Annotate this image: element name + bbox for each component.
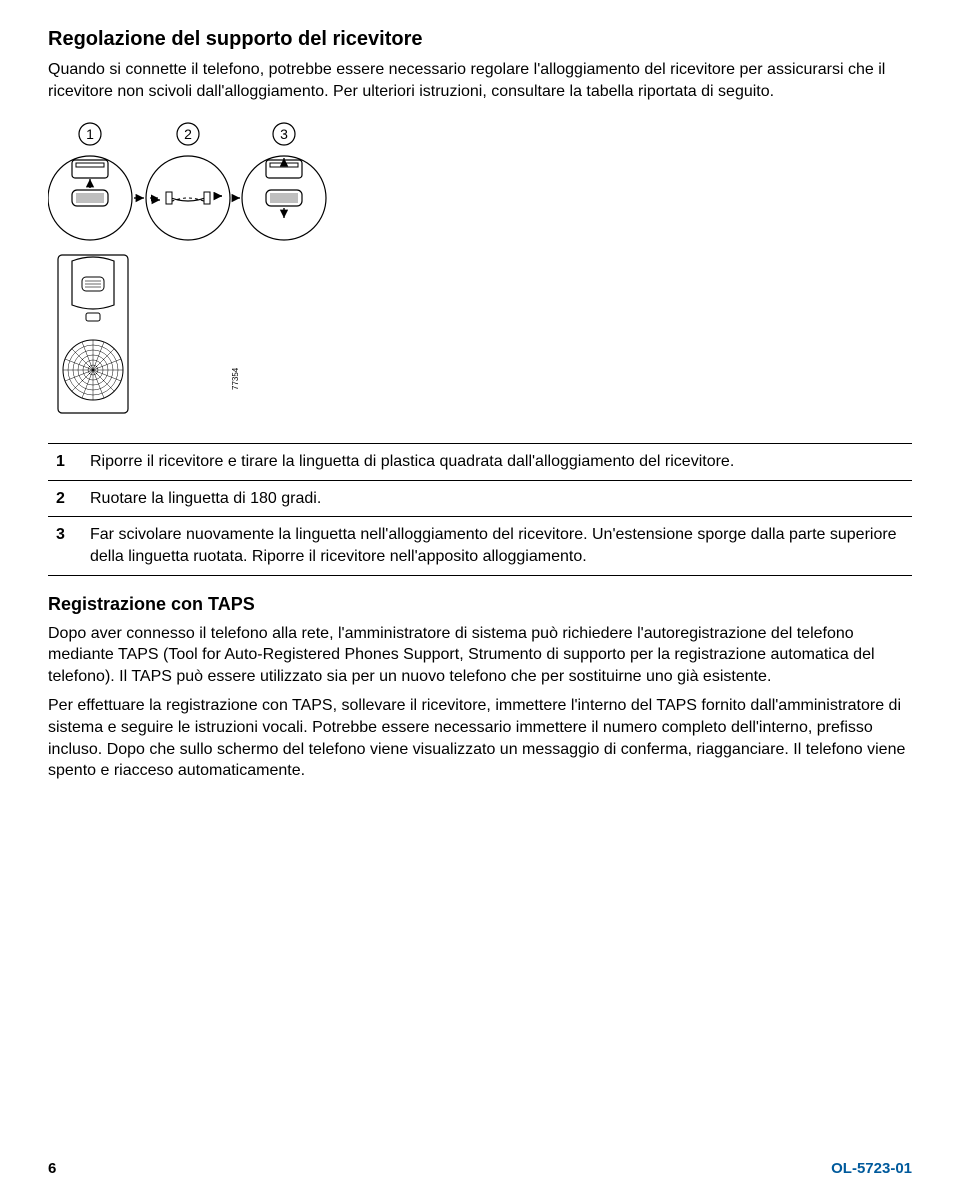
table-row: 1 Riporre il ricevitore e tirare la ling… bbox=[48, 444, 912, 481]
figure-id: 77354 bbox=[231, 367, 240, 390]
document-id: OL-5723-01 bbox=[831, 1160, 912, 1177]
section-heading-taps: Registrazione con TAPS bbox=[48, 594, 912, 615]
handset-diagram: 1 2 3 bbox=[48, 120, 912, 425]
table-row: 2 Ruotare la linguetta di 180 gradi. bbox=[48, 480, 912, 517]
step-num-1: 1 bbox=[48, 444, 82, 481]
diagram-label-2: 2 bbox=[184, 126, 192, 142]
taps-paragraph-2: Per effettuare la registrazione con TAPS… bbox=[48, 695, 912, 781]
table-row: 3 Far scivolare nuovamente la linguetta … bbox=[48, 517, 912, 575]
page-footer: 6 OL-5723-01 bbox=[48, 1160, 912, 1177]
step-text-3: Far scivolare nuovamente la linguetta ne… bbox=[82, 517, 912, 575]
diagram-label-3: 3 bbox=[280, 126, 288, 142]
section-heading-handset: Regolazione del supporto del ricevitore bbox=[48, 28, 912, 51]
step-num-3: 3 bbox=[48, 517, 82, 575]
page-number: 6 bbox=[48, 1160, 56, 1177]
intro-paragraph: Quando si connette il telefono, potrebbe… bbox=[48, 59, 912, 102]
taps-paragraph-1: Dopo aver connesso il telefono alla rete… bbox=[48, 623, 912, 688]
step-text-2: Ruotare la linguetta di 180 gradi. bbox=[82, 480, 912, 517]
steps-table: 1 Riporre il ricevitore e tirare la ling… bbox=[48, 443, 912, 575]
step-text-1: Riporre il ricevitore e tirare la lingue… bbox=[82, 444, 912, 481]
diagram-label-1: 1 bbox=[86, 126, 94, 142]
step-num-2: 2 bbox=[48, 480, 82, 517]
